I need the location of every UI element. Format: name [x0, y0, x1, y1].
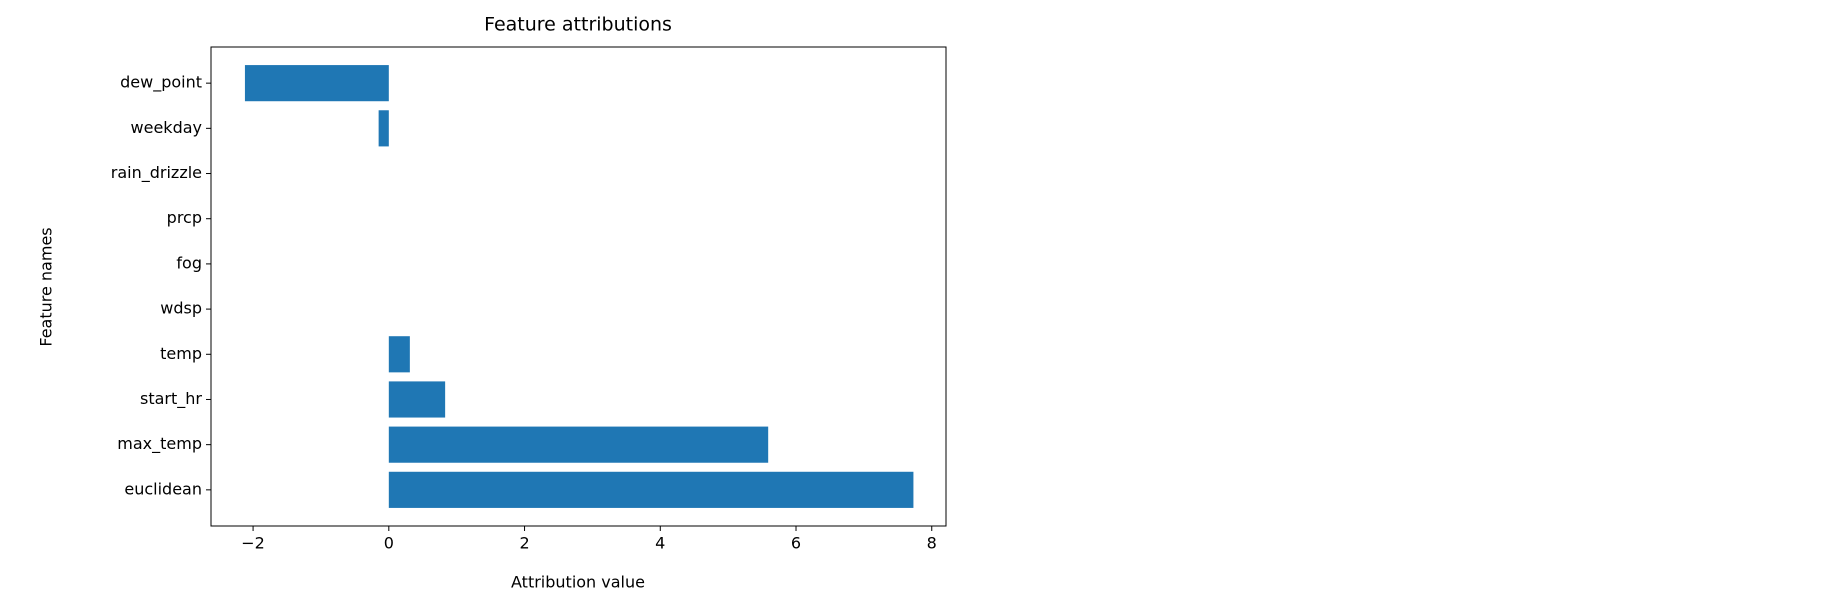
y-tick-label: fog: [176, 253, 202, 272]
y-tick-label: rain_drizzle: [111, 163, 202, 183]
x-tick-label: 2: [519, 534, 529, 553]
y-tick-label: prcp: [167, 208, 202, 227]
plot-frame: [210, 46, 947, 527]
y-tick-label: weekday: [131, 118, 202, 137]
x-tick-label: 4: [655, 534, 665, 553]
x-axis-label: Attribution value: [511, 573, 645, 592]
bar: [388, 471, 914, 508]
chart-title: Feature attributions: [484, 14, 672, 36]
y-tick-label: dew_point: [120, 73, 202, 93]
bar: [388, 426, 769, 463]
y-tick-label: max_temp: [117, 434, 202, 454]
x-tick-label: 0: [384, 534, 394, 553]
y-tick-label: wdsp: [160, 299, 202, 318]
y-tick-label: euclidean: [124, 479, 202, 498]
x-tick-label: −2: [241, 534, 265, 553]
y-axis-label: Feature names: [37, 227, 56, 346]
bar: [244, 65, 389, 102]
x-tick-label: 8: [927, 534, 937, 553]
bar: [388, 336, 410, 373]
y-tick-label: start_hr: [140, 389, 202, 409]
x-tick-label: 6: [791, 534, 801, 553]
bar: [378, 110, 389, 147]
y-tick-label: temp: [160, 344, 202, 363]
bar: [388, 381, 446, 418]
